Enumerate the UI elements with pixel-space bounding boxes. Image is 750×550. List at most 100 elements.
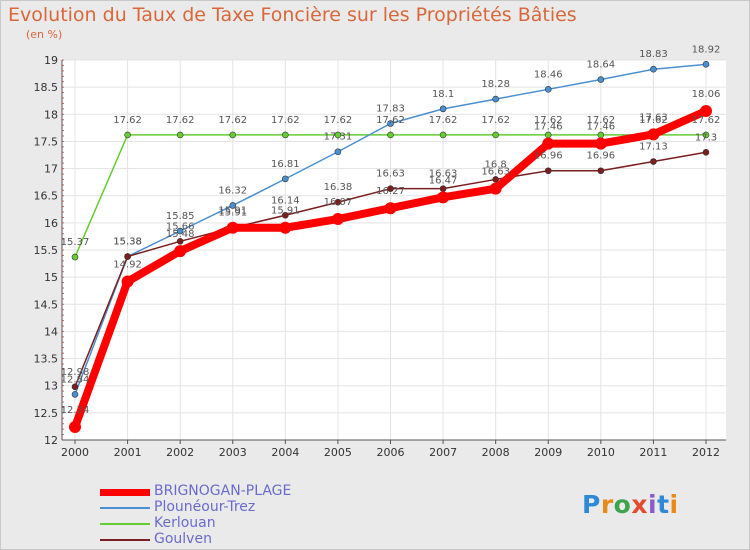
data-label: 15.38 xyxy=(113,237,142,248)
data-label: 18.1 xyxy=(432,89,454,100)
data-point xyxy=(544,167,552,175)
x-tick-label: 2004 xyxy=(271,446,299,459)
logo-letter: t xyxy=(657,490,670,519)
data-point xyxy=(544,86,552,93)
data-point xyxy=(542,137,555,150)
chart-title: Evolution du Taux de Taxe Foncière sur l… xyxy=(8,4,577,26)
data-label: 15.37 xyxy=(61,237,90,248)
data-label: 17.62 xyxy=(324,115,353,126)
data-point xyxy=(437,191,450,204)
data-label: 16.63 xyxy=(376,169,405,180)
data-label: 17.46 xyxy=(587,122,616,133)
legend-swatch xyxy=(100,523,150,525)
data-point xyxy=(492,176,499,183)
data-label: 18.06 xyxy=(692,89,721,100)
data-label: 15.66 xyxy=(166,221,195,232)
x-tick-label: 2006 xyxy=(377,446,405,459)
data-point xyxy=(334,198,342,206)
data-label: 16.63 xyxy=(429,169,458,180)
logo-letter: P xyxy=(582,490,601,519)
data-point xyxy=(69,420,81,433)
y-tick-label: 17.5 xyxy=(34,135,59,148)
data-point xyxy=(176,238,184,245)
data-point xyxy=(331,213,344,226)
data-point xyxy=(384,202,397,215)
data-point xyxy=(334,131,342,139)
data-label: 18.83 xyxy=(639,49,668,60)
data-label: 17.62 xyxy=(692,115,721,126)
data-label: 15.85 xyxy=(166,211,195,222)
data-point xyxy=(121,275,134,288)
data-label: 17.46 xyxy=(534,122,563,133)
legend-swatch xyxy=(100,539,150,541)
x-tick-label: 2011 xyxy=(639,446,667,459)
y-tick-label: 15.5 xyxy=(34,244,59,257)
data-label: 17.62 xyxy=(481,115,510,126)
data-label: 18.64 xyxy=(587,60,616,71)
data-label: 16.96 xyxy=(587,151,616,162)
data-point xyxy=(176,131,184,139)
data-point xyxy=(279,221,292,234)
data-label: 18.92 xyxy=(692,44,721,55)
data-label: 12.84 xyxy=(61,374,90,385)
data-point xyxy=(387,185,394,192)
data-label: 16.27 xyxy=(376,186,405,197)
y-tick-label: 16 xyxy=(44,217,58,230)
data-point xyxy=(226,221,239,234)
data-point xyxy=(597,76,605,83)
data-point xyxy=(387,120,394,127)
x-tick-label: 2010 xyxy=(587,446,615,459)
data-point xyxy=(489,182,502,195)
data-point xyxy=(229,131,237,139)
y-tick-label: 12 xyxy=(44,434,58,447)
data-label: 16.81 xyxy=(271,159,300,170)
data-label: 16.32 xyxy=(218,185,247,196)
y-tick-label: 14 xyxy=(44,325,58,338)
data-label: 17.62 xyxy=(534,115,563,126)
x-tick-label: 2008 xyxy=(482,446,510,459)
x-tick-label: 2009 xyxy=(534,446,562,459)
data-point xyxy=(282,211,289,219)
data-point xyxy=(597,131,605,139)
y-tick-label: 13.5 xyxy=(34,353,59,366)
data-point xyxy=(229,202,237,209)
data-point xyxy=(174,245,187,258)
x-tick-label: 2012 xyxy=(692,446,720,459)
logo-letter: r xyxy=(600,490,614,519)
data-point xyxy=(594,137,607,150)
data-label: 15.38 xyxy=(113,237,142,248)
data-point xyxy=(702,148,710,156)
y-tick-label: 18.5 xyxy=(34,81,59,94)
data-point xyxy=(650,65,657,73)
data-point xyxy=(176,227,184,235)
data-point xyxy=(124,253,131,260)
data-label: 17.62 xyxy=(639,115,668,126)
data-point xyxy=(700,105,712,118)
data-label: 16.47 xyxy=(429,175,458,186)
data-point xyxy=(387,131,394,139)
y-tick-label: 15 xyxy=(44,271,58,284)
data-point xyxy=(439,105,447,113)
data-label: 17.13 xyxy=(639,142,668,153)
data-point xyxy=(647,128,660,141)
legend-swatch xyxy=(100,489,150,496)
data-label: 12.24 xyxy=(61,405,90,416)
data-label: 17.31 xyxy=(324,132,353,143)
y-tick-label: 16.5 xyxy=(34,190,59,203)
data-label: 14.92 xyxy=(113,259,142,270)
data-label: 15.91 xyxy=(218,206,247,217)
x-tick-label: 2003 xyxy=(219,446,247,459)
data-label: 16.38 xyxy=(324,182,353,193)
legend-label: BRIGNOGAN-PLAGE xyxy=(154,483,292,499)
logo-letter: i xyxy=(648,490,658,519)
data-label: 18.46 xyxy=(534,69,563,80)
data-point xyxy=(650,158,657,165)
data-label: 15.91 xyxy=(271,206,300,217)
legend-label: Kerlouan xyxy=(154,515,216,531)
data-label: 16.8 xyxy=(485,159,507,170)
legend-label: Goulven xyxy=(154,531,212,547)
data-point xyxy=(702,131,710,139)
data-point xyxy=(71,253,79,261)
x-tick-label: 2005 xyxy=(324,446,352,459)
